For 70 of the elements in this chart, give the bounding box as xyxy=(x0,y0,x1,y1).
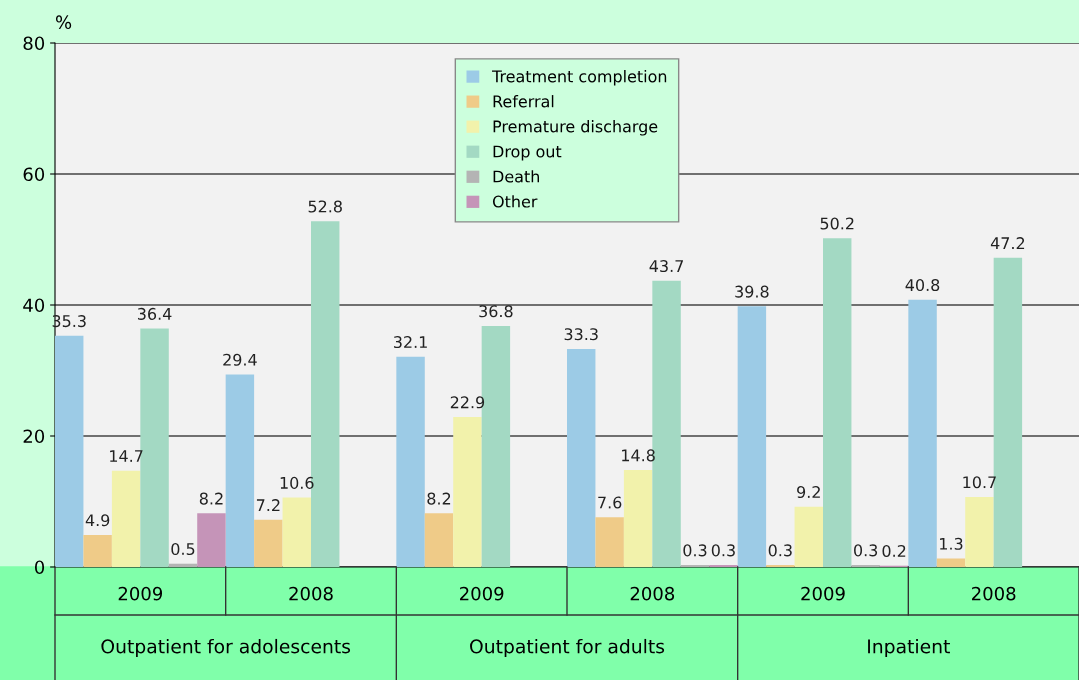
bar xyxy=(623,470,653,567)
data-label: 32.1 xyxy=(393,336,427,349)
y-tick-label: 80 xyxy=(23,36,45,51)
y-tick-label: 20 xyxy=(23,429,45,444)
x-tick-label: 2008 xyxy=(289,586,333,601)
legend-label: Drop out xyxy=(493,145,562,161)
legend-label: Death xyxy=(493,170,539,183)
legend-label: Other xyxy=(492,195,538,208)
bar xyxy=(83,534,112,567)
data-label: 8.2 xyxy=(199,492,223,505)
bar xyxy=(453,417,482,567)
data-label: 0.3 xyxy=(683,544,707,557)
data-label: 0.3 xyxy=(711,544,735,557)
data-label: 0.3 xyxy=(768,544,792,557)
data-label: 36.4 xyxy=(137,307,172,320)
data-label: 29.4 xyxy=(223,353,257,366)
bar xyxy=(936,558,966,567)
data-label: 0.3 xyxy=(854,544,878,557)
y-tick-label: 0 xyxy=(34,560,45,575)
x-tick-label: 2008 xyxy=(630,586,675,601)
data-label: 10.6 xyxy=(280,476,314,489)
data-label: 7.6 xyxy=(598,496,622,509)
bar xyxy=(965,496,994,567)
data-label: 43.7 xyxy=(649,260,683,273)
data-label: 7.2 xyxy=(256,499,280,511)
data-label: 0.5 xyxy=(171,542,195,556)
legend-label: Referral xyxy=(493,95,554,108)
text: Inpatient xyxy=(868,638,950,658)
data-label: 33.3 xyxy=(564,328,598,341)
data-label: 8.2 xyxy=(427,492,451,505)
data-label: 4.9 xyxy=(85,514,110,527)
bar xyxy=(225,374,255,567)
y-tick-label: 60 xyxy=(23,167,45,182)
data-label: 0.2 xyxy=(882,544,906,558)
x-tick-label: 2008 xyxy=(972,586,1016,601)
x-tick-label: 2009 xyxy=(801,586,845,601)
bar xyxy=(908,299,937,567)
data-label: 14.7 xyxy=(110,450,143,462)
data-label: 10.7 xyxy=(963,476,996,489)
text: Outpatient for adolescents xyxy=(101,638,351,658)
data-label: 9.2 xyxy=(797,486,820,499)
x-tick-label: 2009 xyxy=(460,586,504,601)
data-label: 52.8 xyxy=(308,200,342,213)
legend-label: Treatment completion xyxy=(492,70,667,86)
bar xyxy=(595,517,624,567)
data-label: 14.8 xyxy=(622,449,655,462)
data-label: 22.9 xyxy=(450,396,485,409)
bar xyxy=(424,513,454,567)
bar xyxy=(168,563,198,567)
bar xyxy=(197,513,226,567)
bar xyxy=(55,335,84,567)
bar xyxy=(111,470,141,567)
data-label: 36.8 xyxy=(479,305,513,318)
legend-label: Premature discharge xyxy=(493,120,658,136)
y-tick-label: 40 xyxy=(23,298,45,313)
y-axis-title: % xyxy=(56,15,72,30)
data-label: 39.8 xyxy=(735,285,769,298)
bar xyxy=(567,348,596,567)
data-label: 47.2 xyxy=(990,237,1025,249)
data-label: 50.2 xyxy=(820,217,854,230)
bar xyxy=(794,506,823,567)
bar xyxy=(282,497,311,567)
x-tick-label: 2009 xyxy=(118,586,163,601)
data-label: 40.8 xyxy=(905,279,940,292)
bar xyxy=(737,306,767,567)
bar xyxy=(254,519,283,567)
text: Outpatient for adults xyxy=(470,638,665,658)
bar xyxy=(823,238,852,567)
data-label: 1.3 xyxy=(940,537,963,550)
bar xyxy=(396,356,425,567)
